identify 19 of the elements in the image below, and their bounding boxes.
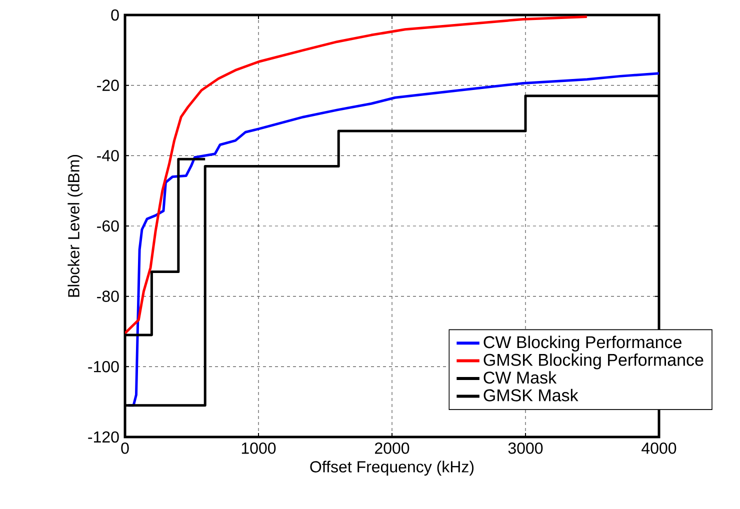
y-tick-label: -20 [97,80,119,91]
y-tick-label: -120 [88,431,119,443]
legend-label: GMSK Mask [484,388,578,402]
x-tick-label: 4000 [642,442,676,454]
y-tick-label: -100 [88,360,119,372]
x-tick-label: 1000 [242,442,276,454]
x-tick-label: 3000 [508,442,543,454]
x-axis-title: Offset Frequency (kHz) [310,460,474,476]
y-tick-label: -80 [97,290,119,302]
legend-label: CW Blocking Performance [484,336,682,352]
x-tick-label: 0 [121,442,129,454]
y-tick-label: -60 [97,220,119,232]
y-axis-title: Blocker Level (dBm) [68,155,83,297]
line-series [125,16,588,334]
legend-label: GMSK Blocking Performance [484,353,704,370]
x-tick-label: 2000 [375,442,410,454]
y-tick-label: 0 [111,9,119,21]
legend-label: CW Mask [484,371,557,384]
y-tick-label: -40 [97,150,119,162]
